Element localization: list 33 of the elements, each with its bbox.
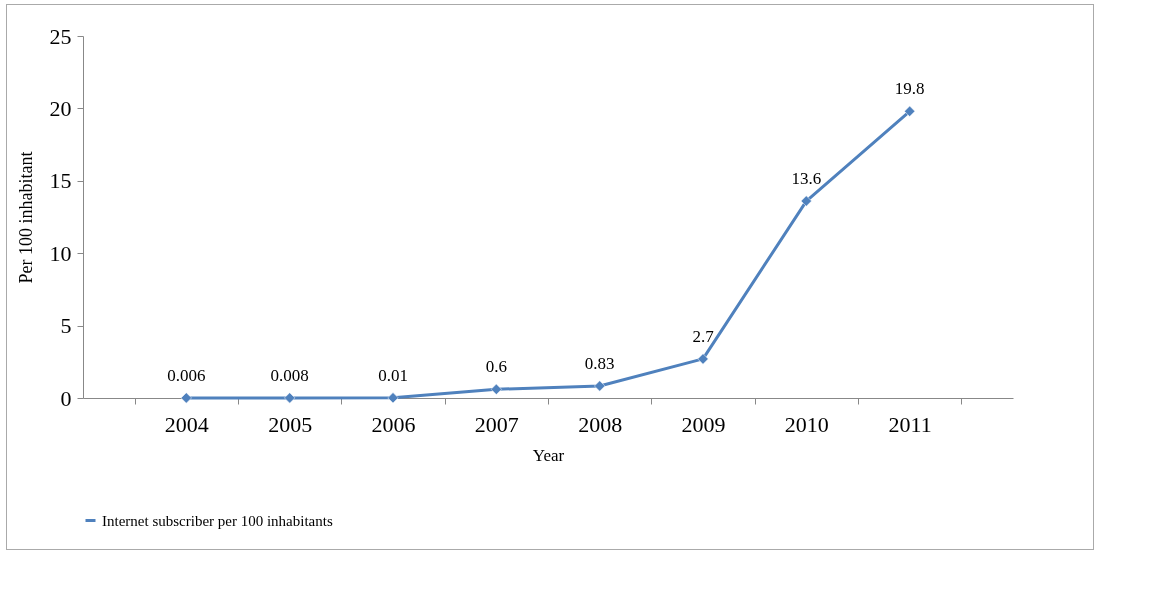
- point: [800, 195, 812, 207]
- x-tick-label: 2010: [784, 411, 829, 437]
- data-label: 19.8: [894, 79, 925, 99]
- data-label: 2.7: [692, 326, 715, 346]
- y-tick-label: 0: [60, 385, 72, 411]
- data-label: 0.01: [378, 365, 408, 385]
- data-label: 0.6: [485, 357, 507, 377]
- point: [387, 392, 399, 404]
- point: [284, 392, 296, 404]
- y-tick-label: 15: [49, 168, 72, 194]
- point: [490, 383, 502, 395]
- data-label: 0.008: [270, 365, 309, 385]
- point: [697, 353, 709, 365]
- point: [904, 105, 916, 117]
- x-tick-label: 2007: [474, 411, 519, 437]
- x-tick-label: 2005: [268, 411, 313, 437]
- x-tick-label: 2004: [164, 411, 209, 437]
- data-label: 0.006: [167, 365, 206, 385]
- x-tick-label: 2011: [888, 411, 932, 437]
- point: [594, 380, 606, 392]
- x-tick-label: 2009: [681, 411, 726, 437]
- point: [180, 392, 192, 404]
- x-tick-label: 2008: [578, 411, 623, 437]
- data-label: 13.6: [791, 169, 822, 189]
- x-tick-label: 2006: [371, 411, 416, 437]
- data-label: 0.83: [584, 353, 615, 373]
- y-tick-label: 25: [49, 23, 72, 49]
- y-tick-label: 20: [49, 95, 72, 121]
- y-axis-title: Per 100 inhabitant: [15, 151, 36, 284]
- y-tick-label: 5: [60, 313, 72, 339]
- x-axis-title: Year: [532, 445, 565, 465]
- legend-label: Internet subscriber per 100 inhabitants: [102, 512, 333, 529]
- y-tick-label: 10: [49, 240, 72, 266]
